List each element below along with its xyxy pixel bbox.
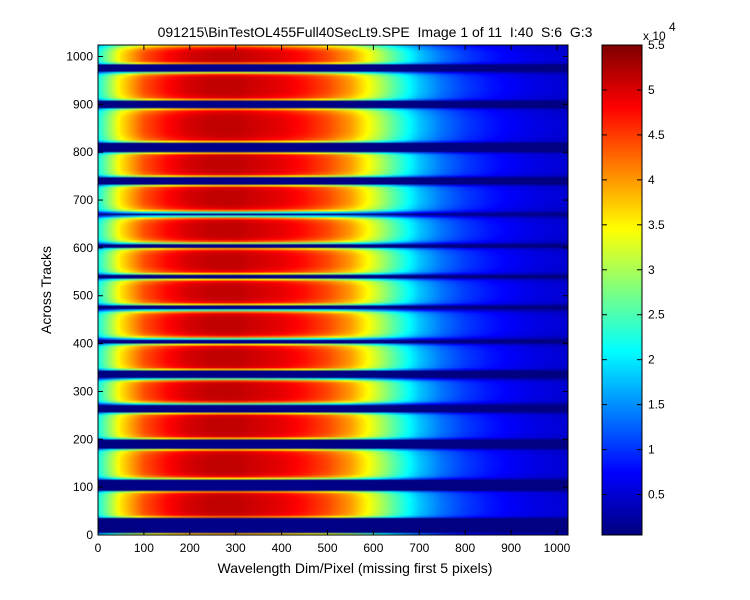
colorbar-tick-label: 5.5 (648, 38, 665, 52)
colorbar-tick-label: 4 (648, 173, 655, 187)
x-tick-label: 300 (226, 541, 246, 555)
x-tick-label: 400 (272, 541, 292, 555)
x-tick-label: 800 (455, 541, 475, 555)
colorbar-tick-label: 1 (648, 443, 655, 457)
y-tick-label: 600 (73, 241, 93, 255)
x-tick-label: 500 (317, 541, 337, 555)
y-tick-label: 300 (73, 384, 93, 398)
colorbar-gradient (602, 45, 642, 535)
plot-frame (97, 44, 569, 536)
x-axis: 0 100 200 300 400 500 600 700 800 900 1000 (95, 45, 571, 555)
y-tick-label: 1000 (66, 49, 93, 63)
y-tick-label: 700 (73, 193, 93, 207)
y-tick-label: 100 (73, 480, 93, 494)
y-tick-label: 500 (73, 289, 93, 303)
y-tick-label: 800 (73, 145, 93, 159)
y-tick-label: 200 (73, 432, 93, 446)
x-tick-label: 0 (95, 541, 102, 555)
colorbar-frame (601, 44, 643, 536)
colorbar-tick-label: 1.5 (648, 398, 665, 412)
colorbar-tick-label: 4.5 (648, 128, 665, 142)
y-tick-label: 900 (73, 97, 93, 111)
x-tick-label: 600 (363, 541, 383, 555)
colorbar-tick-label: 2 (648, 353, 655, 367)
y-tick-label: 400 (73, 337, 93, 351)
colorbar-tick-label: 0.5 (648, 488, 665, 502)
x-axis-label: Wavelength Dim/Pixel (missing first 5 pi… (218, 560, 493, 576)
x-tick-label: 1000 (544, 541, 571, 555)
heatmap-image (98, 45, 568, 535)
colorbar-tick-label: 3.5 (648, 218, 665, 232)
y-axis-label: Across Tracks (38, 246, 54, 334)
x-tick-label: 900 (501, 541, 521, 555)
colorbar-tick-label: 2.5 (648, 308, 665, 322)
chart-title: 091215\BinTestOL455Full40SecLt9.SPE Imag… (158, 24, 593, 40)
x-tick-label: 700 (409, 541, 429, 555)
colorbar-exponent: 4 (669, 20, 676, 34)
colorbar-tick-label: 3 (648, 263, 655, 277)
colorbar-tick-label: 5 (648, 83, 655, 97)
x-tick-label: 100 (134, 541, 154, 555)
colorbar-multiplier: x 10 (643, 29, 666, 43)
colorbar-axis: 0.5 1 1.5 2 2.5 3 3.5 4 4.5 5 5.5 (602, 38, 665, 502)
x-tick-label: 200 (180, 541, 200, 555)
y-tick-label: 0 (86, 528, 93, 542)
y-axis: 0 100 200 300 400 500 600 700 800 900 1000 (66, 49, 568, 542)
